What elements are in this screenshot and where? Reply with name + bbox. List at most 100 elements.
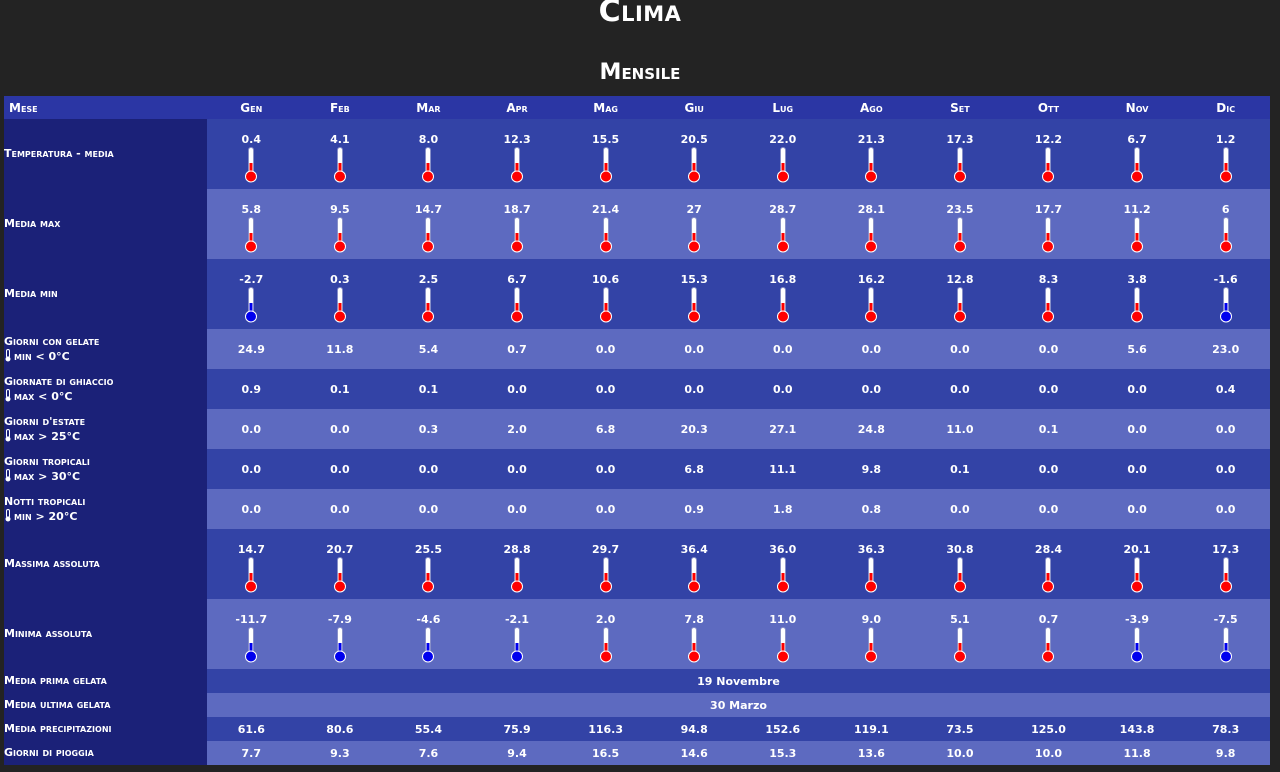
temperature-cell: 10.6 [561, 259, 650, 329]
value-cell: 0.0 [472, 369, 562, 409]
thermometer-small-icon [5, 508, 11, 521]
temperature-cell: 20.7 [295, 529, 385, 599]
value-cell: 0.1 [295, 369, 385, 409]
temperature-cell: 4.1 [295, 119, 385, 189]
value-cell: 15.3 [738, 741, 828, 765]
value-cell: 0.1 [384, 369, 473, 409]
temperature-cell: 2.5 [384, 259, 473, 329]
temperature-value: 5.1 [950, 612, 970, 626]
value-cell: 11.1 [738, 449, 828, 489]
thermometer-icon [688, 556, 701, 592]
value-cell: 80.6 [295, 717, 385, 741]
temperature-cell: 14.7 [384, 189, 473, 259]
thermometer-icon [865, 626, 878, 662]
row-label-text: Minima assoluta [4, 627, 93, 640]
thermometer-icon [422, 216, 435, 252]
temperature-cell: 6.7 [1092, 119, 1182, 189]
value-cell: 125.0 [1004, 717, 1093, 741]
month-header: Giu [649, 96, 739, 119]
thermometer-icon [511, 216, 524, 252]
thermometer-icon [1219, 216, 1232, 252]
value-cell: 14.6 [649, 741, 739, 765]
value-cell: 0.0 [1004, 329, 1093, 369]
value-cell: 0.0 [1181, 409, 1270, 449]
row-label-text: Media precipitazioni [4, 722, 112, 735]
row-media-precipitazioni: Media precipitazioni 61.6 80.6 55.4 75.9 116.… [4, 717, 1270, 741]
thermometer-icon [776, 216, 789, 252]
temperature-cell: 3.8 [1092, 259, 1182, 329]
row-label-condition: max < 0°C [4, 388, 207, 404]
row-label: Giorni con gelate min < 0°C [4, 329, 207, 369]
row-label: Media ultima gelata [4, 693, 207, 717]
value-cell: 0.0 [915, 369, 1005, 409]
value-cell: 0.0 [472, 489, 562, 529]
month-header: Ago [827, 96, 916, 119]
thermometer-icon [1131, 556, 1144, 592]
temperature-value: -3.9 [1125, 612, 1150, 626]
row-label: Minima assoluta [4, 599, 207, 669]
thermometer-icon [245, 556, 258, 592]
temperature-value: 10.6 [592, 272, 620, 286]
value-cell: 152.6 [738, 717, 828, 741]
value-cell: 0.0 [1092, 489, 1182, 529]
row-media-ultima-gelata: Media ultima gelata 30 Marzo [4, 693, 1270, 717]
span-value: 19 Novembre [207, 669, 1270, 693]
month-header: Mag [561, 96, 650, 119]
value-cell: 0.0 [295, 409, 385, 449]
thermometer-icon [953, 626, 966, 662]
value-cell: 0.3 [384, 409, 473, 449]
thermometer-icon [688, 626, 701, 662]
thermometer-icon [776, 556, 789, 592]
temperature-cell: 28.8 [472, 529, 562, 599]
thermometer-icon [599, 286, 612, 322]
temperature-cell: 28.1 [827, 189, 916, 259]
row-label-text: Notti tropicali [4, 494, 86, 508]
value-cell: 0.0 [1092, 409, 1182, 449]
month-header: Ott [1004, 96, 1093, 119]
row-label-condition-text: min > 20°C [14, 509, 78, 523]
value-cell: 10.0 [915, 741, 1005, 765]
value-cell: 10.0 [1004, 741, 1093, 765]
value-cell: 20.3 [649, 409, 739, 449]
thermometer-icon [511, 556, 524, 592]
value-cell: 0.0 [1092, 449, 1182, 489]
temperature-cell: 20.1 [1092, 529, 1182, 599]
temperature-cell: 16.8 [738, 259, 828, 329]
temperature-cell: 20.5 [649, 119, 739, 189]
thermometer-icon [953, 556, 966, 592]
row-notti-tropicali: Notti tropicali min > 20°C 0.0 0.0 0.0 0.0 0.0… [4, 489, 1270, 529]
thermometer-icon [1042, 556, 1055, 592]
thermometer-icon [1219, 556, 1232, 592]
row-label: Giorni tropicali max > 30°C [4, 449, 207, 489]
temperature-value: 36.4 [680, 542, 708, 556]
value-cell: 0.8 [827, 489, 916, 529]
value-cell: 5.6 [1092, 329, 1182, 369]
temperature-cell: 14.7 [207, 529, 296, 599]
temperature-value: 21.3 [857, 132, 885, 146]
temperature-cell: 36.0 [738, 529, 828, 599]
temperature-cell: 8.0 [384, 119, 473, 189]
value-cell: 73.5 [915, 717, 1005, 741]
temperature-cell: 17.7 [1004, 189, 1093, 259]
row-giorni-tropicali: Giorni tropicali max > 30°C 0.0 0.0 0.0 0.0 0.… [4, 449, 1270, 489]
value-cell: 0.0 [1181, 449, 1270, 489]
value-cell: 0.0 [915, 329, 1005, 369]
temperature-value: 17.7 [1034, 202, 1063, 216]
value-cell: 0.0 [561, 489, 650, 529]
temperature-value: 7.8 [684, 612, 704, 626]
thermometer-icon [1131, 146, 1144, 182]
temperature-cell: 6.7 [472, 259, 562, 329]
value-cell: 0.0 [384, 449, 473, 489]
value-cell: 0.0 [1004, 489, 1093, 529]
row-label-text: Giorni tropicali [4, 454, 90, 468]
value-cell: 9.8 [827, 449, 916, 489]
thermometer-icon [1131, 286, 1144, 322]
value-cell: 0.0 [207, 449, 296, 489]
temperature-value: 20.5 [680, 132, 708, 146]
value-cell: 0.9 [207, 369, 296, 409]
thermometer-icon [688, 286, 701, 322]
temperature-cell: 12.3 [472, 119, 562, 189]
temperature-value: 12.3 [503, 132, 531, 146]
value-cell: 6.8 [561, 409, 650, 449]
temperature-value: 27 [686, 202, 702, 216]
